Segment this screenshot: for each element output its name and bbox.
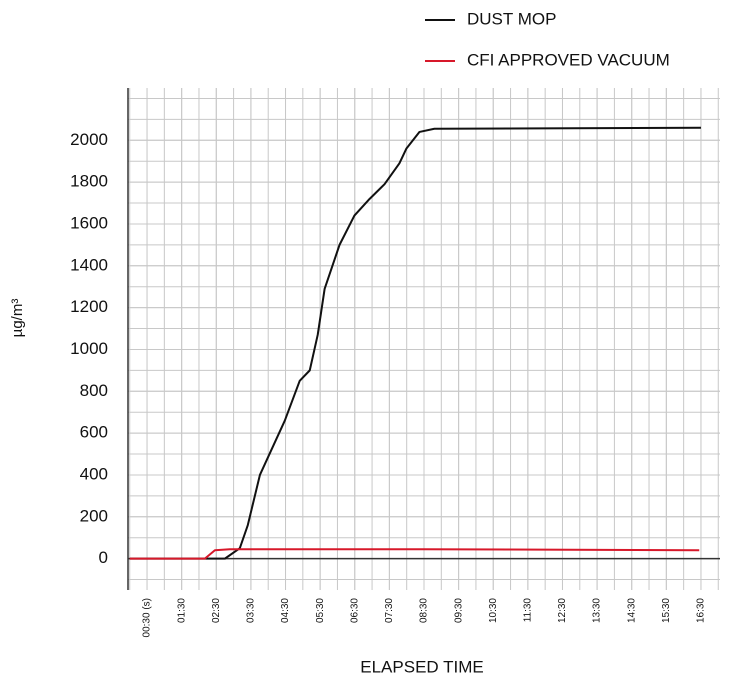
y-tick-label: 800 xyxy=(80,381,108,400)
y-tick-label: 0 xyxy=(99,548,108,567)
y-axis-label: µg/m³ xyxy=(9,299,26,338)
x-tick-label: 05:30 xyxy=(315,598,326,623)
x-tick-label: 11:30 xyxy=(523,598,534,623)
y-tick-label: 2000 xyxy=(70,130,108,149)
grid xyxy=(128,88,720,590)
y-tick-label: 600 xyxy=(80,423,108,442)
y-tick-label: 1600 xyxy=(70,213,108,232)
x-tick-label: 07:30 xyxy=(384,598,395,623)
series-line xyxy=(129,548,700,560)
x-tick-label: 13:30 xyxy=(592,598,603,623)
x-tick-label: 02:30 xyxy=(211,598,222,623)
x-tick-label: 12:30 xyxy=(557,598,568,623)
x-tick-label: 00:30 (s) xyxy=(142,598,153,637)
x-tick-label: 03:30 xyxy=(246,598,257,623)
y-tick-label: 1400 xyxy=(70,255,108,274)
series-line xyxy=(129,126,701,560)
legend-label: DUST MOP xyxy=(467,9,556,28)
legend-label: CFI APPROVED VACUUM xyxy=(467,50,670,69)
x-tick-label: 10:30 xyxy=(488,598,499,623)
x-tick-label: 06:30 xyxy=(349,598,360,623)
y-tick-label: 400 xyxy=(80,464,108,483)
y-tick-label: 1200 xyxy=(70,297,108,316)
y-tick-label: 1000 xyxy=(70,339,108,358)
x-tick-label: 01:30 xyxy=(176,598,187,623)
y-tick-label: 1800 xyxy=(70,172,108,191)
x-axis-label: ELAPSED TIME xyxy=(360,657,483,676)
x-tick-label: 15:30 xyxy=(661,598,672,623)
x-tick-label: 14:30 xyxy=(626,598,637,623)
y-tick-label: 200 xyxy=(80,506,108,525)
x-tick-label: 04:30 xyxy=(280,598,291,623)
x-tick-label: 08:30 xyxy=(419,598,430,623)
x-tick-label: 09:30 xyxy=(453,598,464,623)
x-tick-label: 16:30 xyxy=(696,598,707,623)
